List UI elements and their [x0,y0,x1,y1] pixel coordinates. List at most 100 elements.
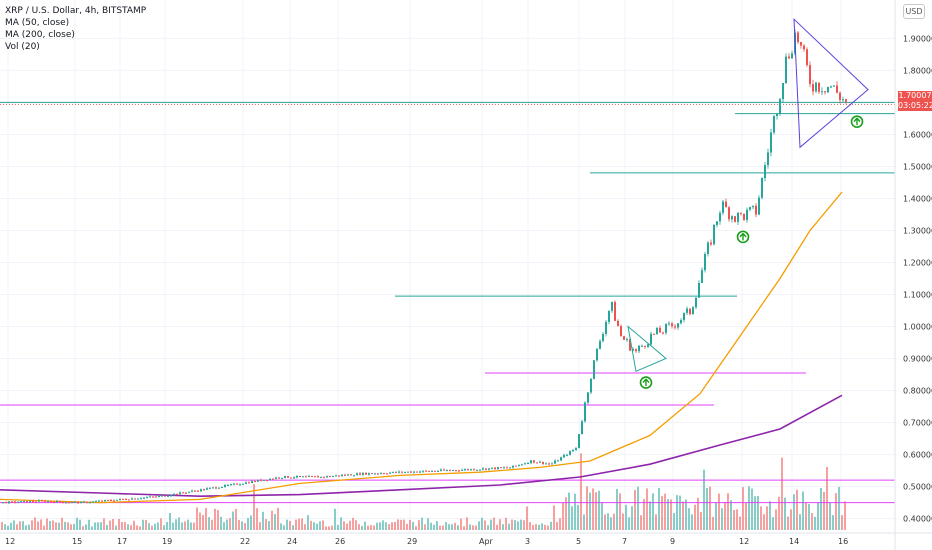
volume-bar [274,514,276,530]
volume-bar [712,516,714,530]
candle-body [26,500,28,503]
candle-body [386,473,388,475]
horizontal-levels[interactable] [0,101,895,504]
candle-body [380,473,382,475]
x-tick-label: 9 [670,537,675,546]
chart-legend: XRP / U.S. Dollar, 4h, BITSTAMP MA (50, … [5,5,146,53]
volume-bar [43,525,45,530]
volume-bar [445,522,447,530]
candle-body [176,493,178,495]
candle-body [227,484,229,486]
candle-body [644,345,646,347]
candle-body [11,501,13,503]
currency-badge[interactable]: USD [903,4,925,19]
candle-body [821,91,823,93]
volume-bar [82,526,84,530]
volume-bar [16,524,18,530]
candle-body [602,333,604,342]
volume-bar [55,522,57,530]
candle-body [500,467,502,469]
volume-bar [364,521,366,530]
volume-bar [784,497,786,530]
candle-body [845,99,847,102]
candle-body [68,502,70,504]
x-tick-label: 24 [287,537,297,546]
volume-bar [121,521,123,530]
x-tick-label: 26 [335,537,345,546]
ma200-line [0,394,843,498]
candle-body [182,492,184,494]
volume-bar [148,523,150,530]
volume-bar [547,525,549,530]
candle-body [398,471,400,473]
candle-body [731,216,733,220]
drawings[interactable] [627,17,869,389]
volume-bar [226,519,228,530]
volume-bar [622,513,624,530]
volume-bar [574,493,576,530]
volume-bar [739,516,741,530]
volume-bar [118,518,120,530]
volume-bar [301,518,303,530]
candle-body [29,500,31,503]
volume-bar [556,521,558,530]
volume-bar [373,525,375,530]
candle-body [782,82,784,100]
volume-bar [130,525,132,530]
volume-bar [91,526,93,530]
candle-body [626,339,628,341]
candle-body [746,209,748,220]
volume-bar [730,500,732,530]
x-tick-label: 16 [838,537,848,546]
volume-bar [313,522,315,530]
candle-body [296,475,298,478]
volume-bar [610,517,612,530]
volume-bar [211,519,213,530]
candle-body [383,473,385,475]
volume-bar [385,522,387,530]
volume-bar [394,521,396,530]
candle-body [686,308,688,313]
candle-body [158,495,160,497]
volume-bar [436,521,438,530]
volume-bar [583,514,585,530]
volume-bar [355,520,357,530]
candle-body [248,482,250,484]
candle-body [467,469,469,471]
candle-body [563,455,565,458]
volume-bar [616,489,618,530]
candle-body [230,484,232,486]
candle-body [422,470,424,472]
candle-body [593,360,595,379]
candle-body [488,468,490,470]
candle-body [173,493,175,496]
volume-bar [406,523,408,530]
volume-bar [76,517,78,530]
candle-body [641,345,643,347]
candle-body [479,469,481,471]
candle-body [539,461,541,463]
volume-bar [106,525,108,530]
candle-body [263,479,265,481]
volume-bar [505,517,507,530]
x-tick-label: 14 [789,537,799,546]
candle-body [107,499,109,501]
candle-body [842,99,844,101]
volume-bar [97,522,99,530]
candle-body [665,323,667,333]
volume-bar [676,495,678,530]
volume-bar [484,520,486,530]
time-axis[interactable]: 12 15 17 19 22 24 26 29 Apr 3 5 7 9 12 14 16 [0,532,932,546]
candle-body [200,489,202,492]
candle-body [752,205,754,208]
volume-bar [40,519,42,530]
volume-bar [205,507,207,530]
volume-bar [328,526,330,530]
x-tick-label: 3 [525,537,530,546]
volume-bar [19,521,21,530]
candle-body [356,473,358,476]
up-arrow-icon [639,376,653,389]
